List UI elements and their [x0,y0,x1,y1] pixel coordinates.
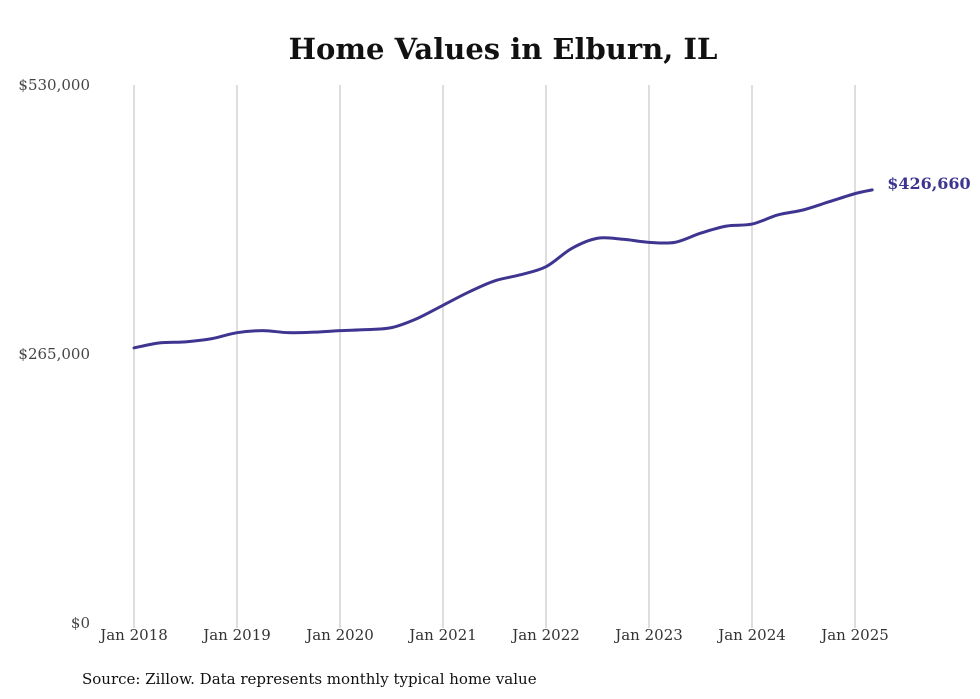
x-axis: Jan 2018 Jan 2019 Jan 2020 Jan 2021 Jan 2022… [98,626,889,644]
x-tick-label: Jan 2024 [716,626,786,644]
y-tick-label: $265,000 [18,345,90,363]
y-axis: $0 $265,000 $530,000 [18,76,90,632]
chart-title: Home Values in Elburn, IL [289,32,718,66]
x-tick-label: Jan 2023 [613,626,683,644]
x-tick-label: Jan 2019 [201,626,271,644]
source-note: Source: Zillow. Data represents monthly … [82,670,537,688]
x-tick-label: Jan 2020 [304,626,374,644]
x-tick-label: Jan 2025 [819,626,889,644]
series-layer [132,188,874,350]
x-tick-label: Jan 2018 [98,626,168,644]
y-tick-label: $530,000 [18,76,90,94]
x-tick-label: Jan 2021 [407,626,477,644]
y-tick-label: $0 [71,614,90,632]
end-value-label: $426,660 [887,174,971,193]
x-tick-label: Jan 2022 [510,626,580,644]
series-line [132,188,874,350]
grid-lines [133,85,856,628]
